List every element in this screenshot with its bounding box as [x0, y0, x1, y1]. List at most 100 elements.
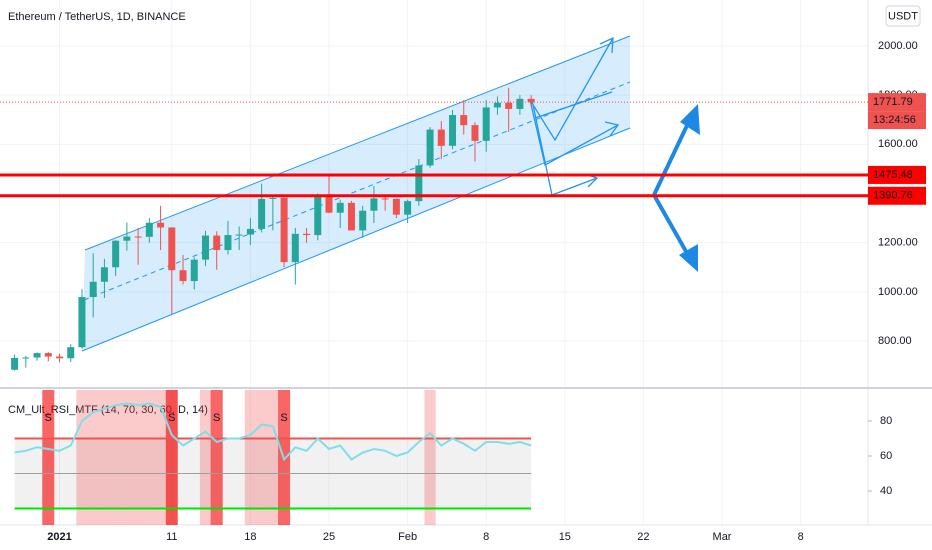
sell-signal — [210, 390, 223, 525]
big-arrow-down — [652, 194, 694, 263]
countdown-label: 13:24:56 — [873, 114, 916, 126]
candle-body — [134, 236, 142, 238]
candle-body — [404, 201, 412, 215]
candle-body — [314, 195, 322, 236]
arrow-path — [534, 91, 613, 119]
candle-body — [359, 210, 367, 231]
sell-signal-label: S — [168, 412, 175, 424]
candle-body — [258, 198, 266, 229]
x-tick-label: 11 — [166, 531, 177, 543]
candle-body — [449, 115, 457, 146]
overbought-zone — [87, 390, 99, 525]
candle-body — [460, 115, 468, 126]
overbought-zone — [256, 390, 268, 525]
y-tick-label: 800.00 — [878, 335, 912, 347]
price-tag — [868, 186, 926, 205]
candle-body — [482, 107, 490, 141]
last-price-label: 1771.79 — [873, 96, 913, 108]
candle-body — [347, 202, 355, 231]
candle-body — [336, 202, 344, 213]
candle-body — [33, 353, 41, 358]
y-tick-label: 2000.00 — [878, 40, 918, 52]
candle-body — [280, 197, 288, 263]
big-arrow-head — [679, 244, 698, 272]
overbought-zone — [76, 390, 88, 525]
candle-body — [370, 198, 378, 211]
candle-body — [56, 356, 64, 359]
candle-body — [381, 198, 389, 200]
currency-label[interactable]: USDT — [888, 10, 918, 22]
currency-button[interactable] — [885, 5, 921, 27]
x-tick-label: 8 — [483, 531, 489, 543]
arrow-path — [529, 37, 614, 142]
candle-body — [78, 297, 86, 348]
sell-signal — [42, 390, 55, 525]
x-tick-label: 25 — [323, 531, 335, 543]
candle-body — [44, 353, 52, 357]
x-tick-label: 22 — [637, 531, 649, 543]
candle-body — [291, 233, 299, 263]
arrow-head — [599, 36, 614, 54]
channel-mid — [83, 81, 631, 301]
overbought-zone — [132, 390, 144, 525]
candle-body — [67, 347, 75, 359]
sell-signal-label: S — [45, 412, 52, 424]
y-tick-label: 1000.00 — [878, 286, 918, 298]
overbought-zone — [199, 390, 212, 525]
candle-body — [505, 102, 513, 109]
candle-body — [392, 198, 400, 215]
big-arrow-up — [652, 114, 694, 196]
x-tick-label: Feb — [398, 531, 417, 543]
x-tick-label: 18 — [244, 531, 256, 543]
candle-body — [224, 235, 232, 251]
overbought-zone — [98, 390, 111, 525]
candle-body — [426, 129, 434, 166]
sell-signal — [165, 390, 178, 525]
price-tag — [868, 165, 926, 184]
price-tag-label: 1390.76 — [873, 190, 913, 202]
channel-lower — [81, 127, 631, 352]
candle-body — [325, 195, 333, 213]
y-tick-label: 60 — [880, 450, 892, 462]
big-arrows — [652, 114, 694, 263]
channel-fill — [82, 36, 630, 351]
candle-body — [201, 235, 209, 260]
candle-body — [246, 228, 254, 235]
last-price-tag — [868, 93, 926, 112]
candle-body — [516, 98, 524, 109]
overbought-zone — [154, 390, 167, 525]
candle-body — [179, 270, 187, 282]
y-tick-label: 40 — [880, 485, 892, 497]
price-tag-label: 1475.48 — [873, 169, 913, 181]
candle-body — [527, 98, 535, 103]
y-tick-label: 1200.00 — [878, 237, 918, 249]
channel-upper — [84, 35, 631, 251]
sell-signal-label: S — [213, 412, 220, 424]
chart-title: Ethereum / TetherUS, 1D, BINANCE — [8, 11, 186, 23]
candle-body — [123, 236, 131, 241]
candle-body — [100, 267, 108, 282]
countdown-tag — [868, 111, 926, 130]
candle-body — [303, 233, 311, 236]
x-tick-label: 8 — [798, 531, 804, 543]
overbought-zone — [267, 390, 279, 525]
candle-body — [190, 259, 198, 282]
candle-body — [168, 227, 176, 271]
candle-body — [471, 125, 479, 141]
candle-body — [112, 240, 120, 268]
candle-body — [22, 357, 30, 359]
candle-body — [437, 129, 445, 146]
y-tick-label: 80 — [880, 415, 892, 427]
overbought-zone — [110, 390, 122, 525]
x-tick-label: 2021 — [47, 531, 71, 543]
candle-body — [213, 235, 221, 251]
overbought-zone — [121, 390, 133, 525]
big-arrow-head — [680, 104, 700, 135]
candle-body — [235, 234, 243, 236]
candle-body — [11, 358, 19, 370]
overbought-zone — [424, 390, 436, 525]
arrow-head — [604, 121, 620, 137]
candle-body — [493, 102, 501, 108]
candle-body — [415, 165, 423, 202]
